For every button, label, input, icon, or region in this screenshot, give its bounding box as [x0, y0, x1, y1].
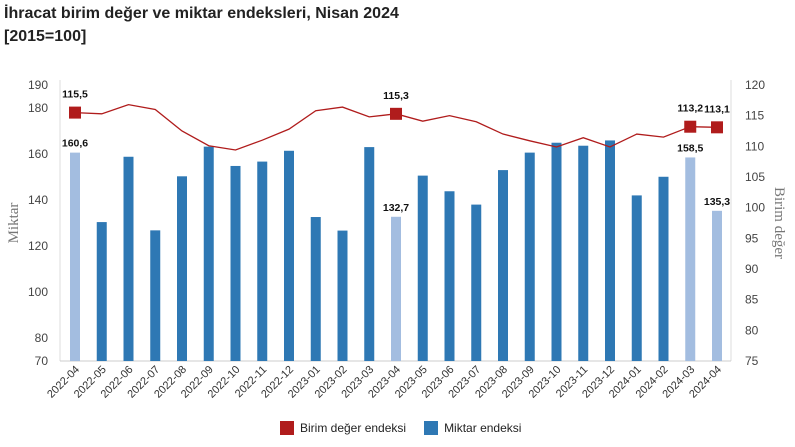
y2-tick-label: 110 [745, 139, 764, 153]
bar-2023-02 [337, 230, 348, 361]
line-data-label: 113,2 [677, 103, 703, 115]
bar-2023-08 [498, 170, 508, 361]
chart-title: İhracat birim değer ve miktar endeksleri… [4, 2, 399, 48]
legend-label: Birim değer endeksi [300, 421, 407, 435]
bar-2024-03 [685, 157, 696, 361]
bar-2024-01 [631, 195, 642, 361]
y-tick-label: 160 [28, 147, 48, 161]
bar-2023-01 [310, 217, 321, 361]
bar-2022-09 [203, 146, 214, 361]
bar-2022-07 [150, 230, 161, 361]
line-marker-2023-04 [390, 107, 402, 120]
bar-2022-08 [177, 176, 187, 361]
y2-tick-label: 85 [745, 293, 759, 307]
y-tick-label: 140 [28, 193, 48, 207]
y2-tick-label: 90 [745, 262, 759, 276]
line-data-label: 113,1 [704, 103, 730, 115]
bar-2022-11 [257, 161, 268, 361]
bar-2023-09 [524, 152, 535, 361]
y-tick-label: 180 [28, 101, 48, 115]
y-axis-title: Miktar [6, 203, 22, 244]
y-tick-label: 190 [28, 78, 48, 92]
bar-2023-07 [471, 204, 482, 361]
legend-item-miktar[interactable]: Miktar endeksi [424, 421, 521, 435]
bar-data-label: 132,7 [383, 202, 409, 214]
bar-2024-04 [712, 210, 722, 361]
y-tick-label: 120 [28, 239, 48, 253]
bar-2022-06 [123, 156, 134, 361]
line-marker-2022-04 [69, 106, 81, 119]
bar-2022-05 [96, 222, 107, 361]
bar-2023-11 [578, 145, 589, 361]
y2-tick-label: 80 [745, 323, 759, 337]
bar-data-label: 135,3 [704, 196, 730, 208]
y2-tick-label: 115 [745, 109, 764, 123]
y-tick-label: 80 [35, 331, 49, 345]
bar-2022-04 [70, 152, 80, 361]
y-tick-label: 100 [28, 285, 48, 299]
bar-data-label: 158,5 [677, 142, 703, 154]
y2-tick-label: 120 [745, 78, 765, 92]
bar-2022-12 [284, 150, 294, 361]
y-tick-label: 70 [35, 354, 49, 368]
legend-label: Miktar endeksi [444, 421, 522, 435]
bar-2024-02 [658, 176, 669, 361]
y2-tick-label: 75 [745, 354, 759, 368]
y2-tick-label: 105 [745, 170, 765, 184]
line-data-label: 115,5 [62, 89, 88, 101]
bar-2023-10 [551, 142, 562, 361]
legend-item-birim-deger[interactable]: Birim değer endeksi [280, 421, 406, 435]
bar-2023-06 [444, 191, 455, 361]
legend-swatch-birim-deger [280, 421, 294, 435]
y2-axis-title: Birim değer [771, 187, 787, 259]
title-line-2: [2015=100] [4, 28, 87, 45]
title-line-1: İhracat birim değer ve miktar endeksleri… [4, 5, 399, 22]
legend-swatch-miktar [424, 421, 439, 435]
legend: Birim değer endeksi Miktar endeksi [280, 421, 521, 435]
bar-2023-04 [391, 216, 401, 361]
bar-2023-12 [605, 140, 615, 361]
bar-2023-03 [364, 147, 375, 361]
bar-data-label: 160,6 [62, 138, 88, 150]
line-data-label: 115,3 [383, 90, 409, 102]
line-marker-2024-04 [711, 121, 723, 134]
bar-2022-10 [230, 165, 241, 361]
line-marker-2024-03 [684, 120, 697, 133]
bar-2023-05 [417, 175, 428, 361]
y2-tick-label: 100 [745, 201, 765, 215]
y2-tick-label: 95 [745, 231, 759, 245]
